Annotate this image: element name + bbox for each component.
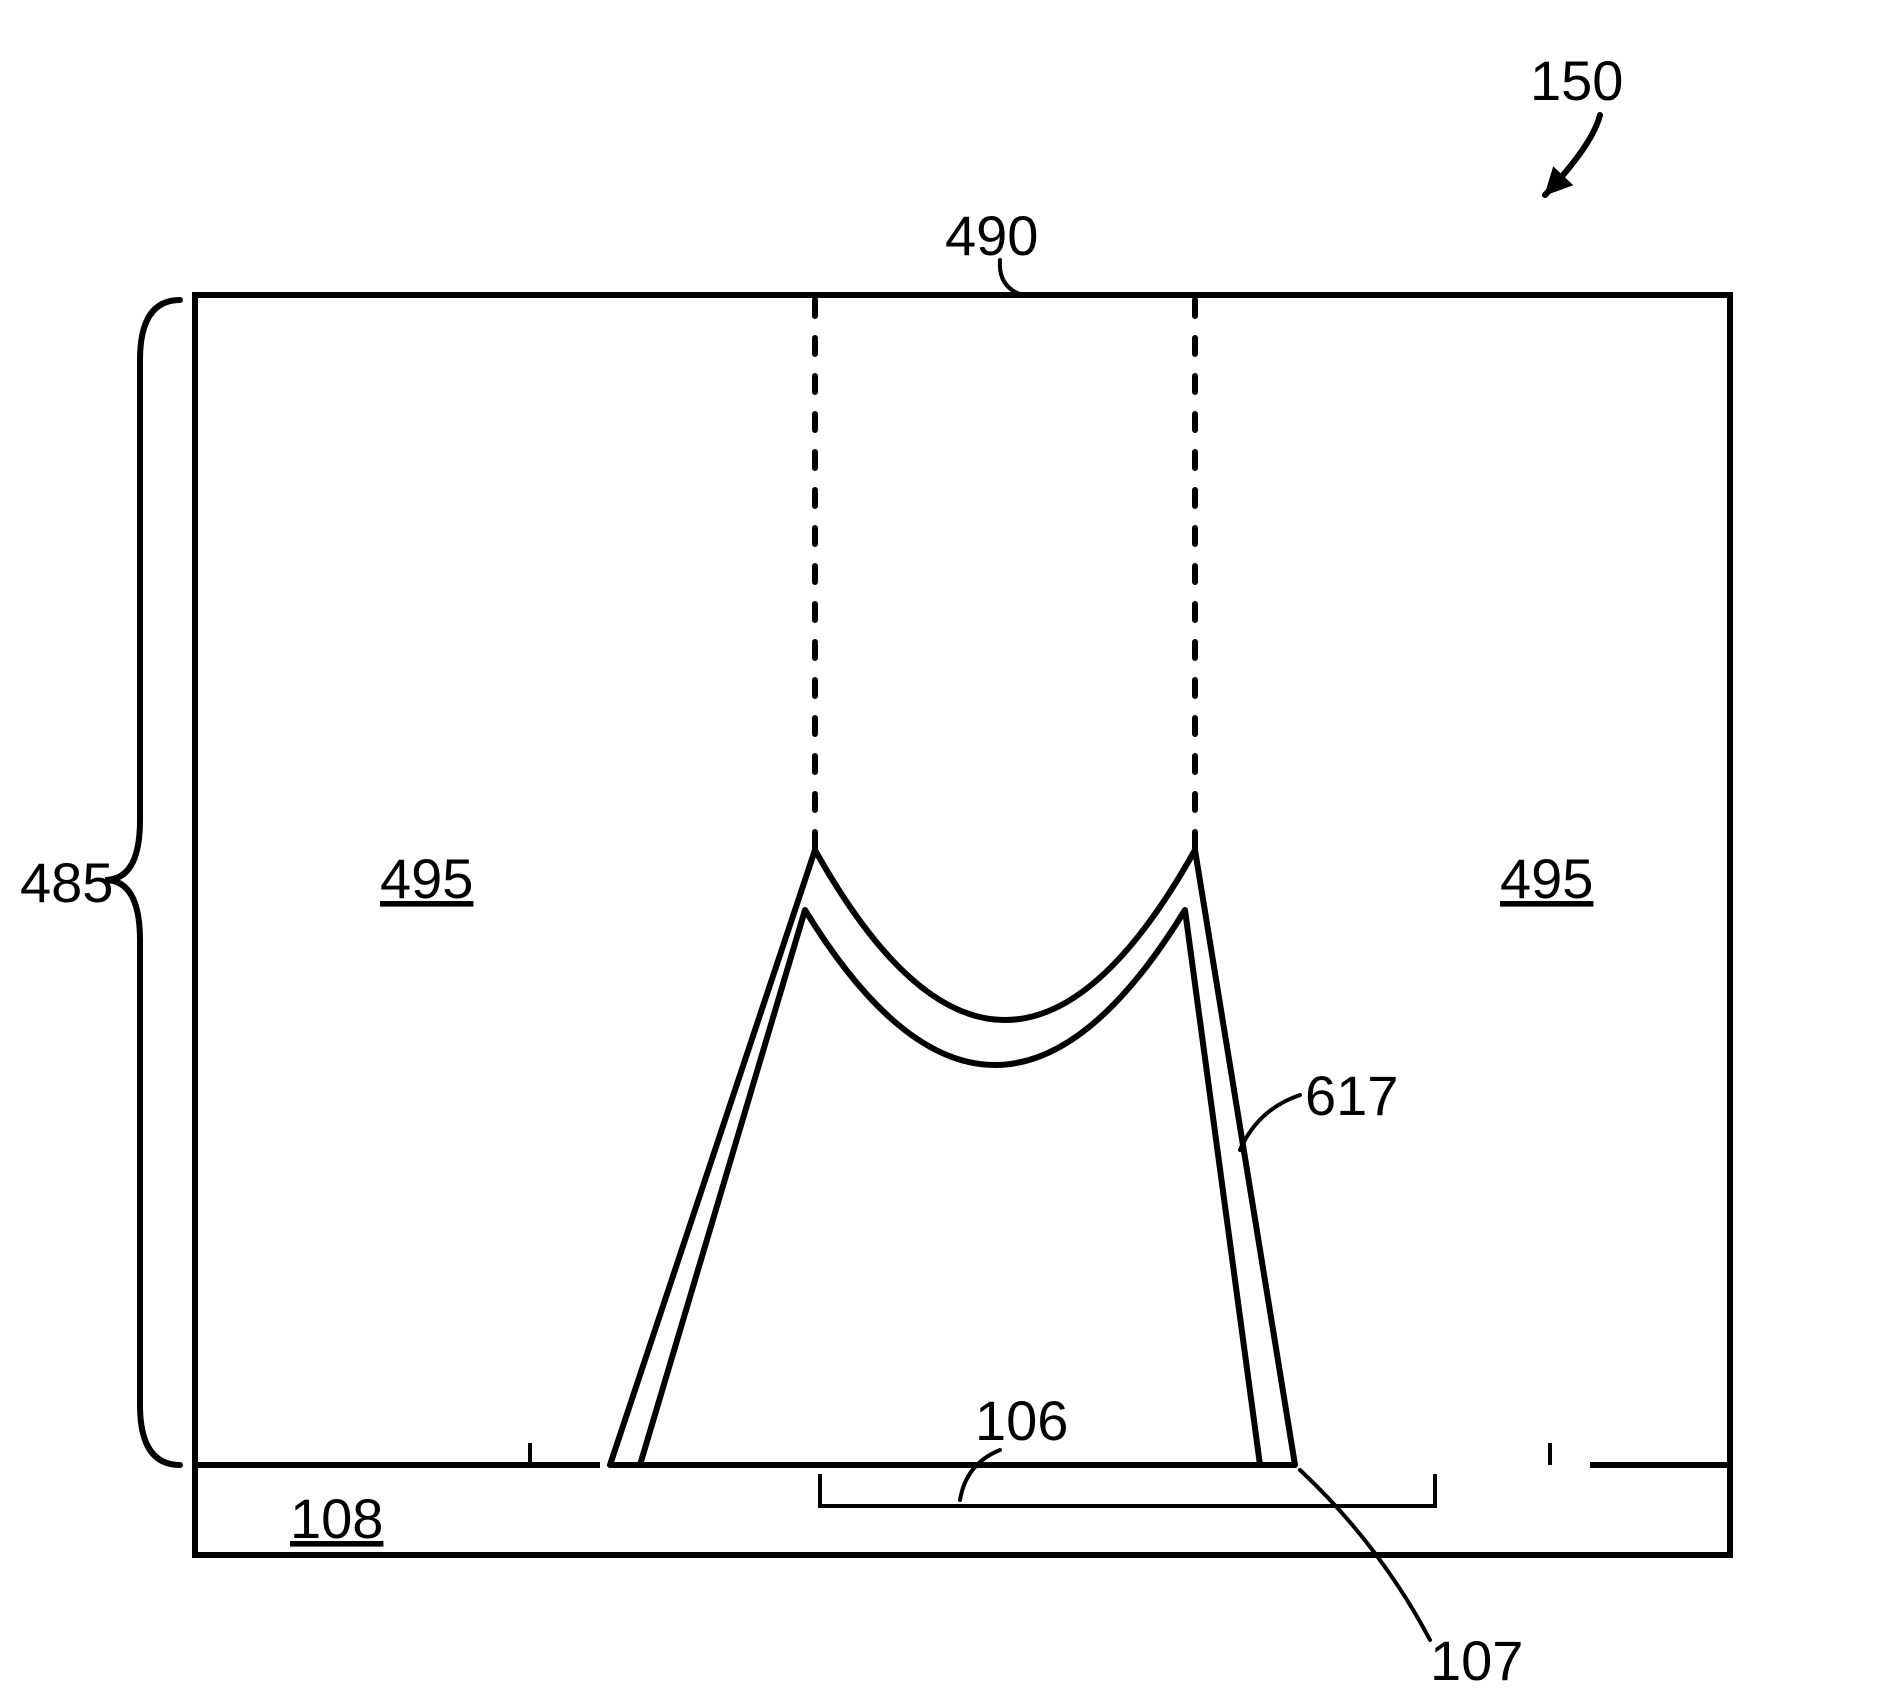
label-495-left: 495 (380, 847, 473, 910)
leader-617 (1240, 1095, 1300, 1150)
label-490: 490 (945, 204, 1038, 267)
brace-485 (105, 300, 180, 1465)
label-485: 485 (20, 851, 113, 914)
bottom-inset (820, 1474, 1435, 1506)
label-107: 107 (1430, 1629, 1523, 1692)
leader-106 (960, 1450, 1000, 1500)
outer-frame (195, 295, 1730, 1555)
label-108: 108 (290, 1487, 383, 1550)
inner-cup (640, 910, 1260, 1465)
label-150: 150 (1530, 49, 1623, 112)
label-106: 106 (975, 1389, 1068, 1452)
label-617: 617 (1305, 1064, 1398, 1127)
label-495-right: 495 (1500, 847, 1593, 910)
